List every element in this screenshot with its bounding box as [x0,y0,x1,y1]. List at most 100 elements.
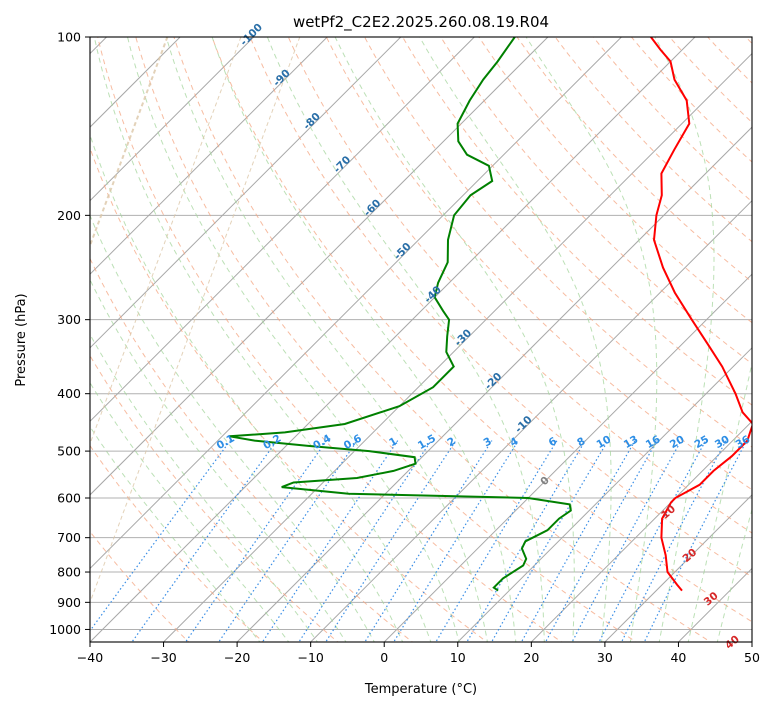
y-tick-label: 1000 [49,622,81,637]
x-axis: −40 −30 −20 −10 0 10 20 30 40 50 [77,642,760,665]
dry-adiabat-line [592,37,752,203]
isotherm-line [90,37,402,349]
moist-adiabat-label: 30 [702,590,721,609]
tan-reference-line [90,37,301,604]
dry-adiabat-line [90,257,414,642]
moist-adiabat-line [90,333,319,642]
isotherm-line [90,37,549,496]
temperature-profile-line [650,37,752,592]
isotherm-line [457,347,752,642]
isotherm-line [310,199,752,642]
moist-adiabat-line [525,37,658,642]
mixing-ratio-line [90,440,231,632]
y-tick-label: 300 [57,312,81,327]
y-tick-label: 400 [57,386,81,401]
moist-adiabat-line [334,37,575,642]
x-tick-label: −40 [77,650,103,665]
isotherm-label: -100 [238,21,265,48]
moist-adiabat-line [687,360,752,642]
isotherm-line [236,126,752,642]
mixing-ratio-line [184,440,328,642]
dewpoint-profile-line [229,37,572,592]
mixing-ratio-label: 6 [547,435,559,449]
y-tick-label: 600 [57,491,81,506]
x-tick-label: −10 [297,650,323,665]
mixing-ratio-line [364,440,493,642]
x-tick-label: 20 [523,650,539,665]
y-tick-label: 500 [57,444,81,459]
mixing-ratio-line [571,440,682,642]
moist-adiabat-line [90,381,290,642]
moist-adiabat-line [90,425,261,642]
isotherm-line [383,273,752,642]
mixing-ratio-line [491,440,609,642]
dry-adiabat-line [249,37,752,578]
moist-adiabat-line [266,37,545,642]
mixing-ratio-label: 0.2 [261,432,283,452]
isotherm-label: -50 [392,241,414,263]
moist-adiabat-line [93,37,432,642]
dry-adiabat-line [668,37,752,124]
x-tick-label: 50 [744,650,760,665]
mixing-ratio-line [598,440,707,642]
mixing-ratio-label: 20 [668,433,687,451]
isotherm-line [604,494,752,642]
dry-adiabat-line [90,146,488,642]
mixing-ratio-label: 2 [445,435,457,449]
isotherm-line [90,37,255,202]
dry-adiabat-line [90,354,339,642]
mixing-ratio-line [261,440,399,642]
mixing-ratio-label: 1 [387,435,399,449]
dry-adiabat-line [90,530,190,642]
y-tick-label: 200 [57,208,81,223]
moist-adiabat-line [90,214,375,642]
x-tick-label: −20 [224,650,250,665]
dry-adiabat-line [478,37,752,324]
isotherm-label: -40 [422,284,444,306]
x-tick-label: 40 [670,650,686,665]
isotherm-line [90,37,622,570]
isotherm-line [751,641,752,642]
y-tick-label: 100 [57,30,81,45]
y-axis-label: Pressure (hPa) [14,293,29,386]
mixing-ratio-label: 1.5 [416,432,438,452]
mixing-ratio-label: 0.4 [311,432,333,452]
mixing-ratio-label: 13 [622,433,641,451]
isotherm-label: -70 [331,154,353,176]
dry-adiabat-line [516,37,752,283]
isotherm-line [163,52,752,642]
y-tick-label: 700 [57,530,81,545]
mixing-ratio-line [131,440,278,642]
dry-adiabat-line [97,37,563,642]
moist-adiabat-line [419,37,612,642]
tan-reference-line [90,37,169,249]
isotherm-label: -80 [301,111,323,133]
x-tick-label: 30 [597,650,613,665]
moist-adiabat-line [90,133,404,642]
x-tick-label: 10 [450,650,466,665]
moist-adiabat-line [716,507,752,642]
isotherm-label: -10 [513,414,535,436]
moist-adiabat-label: 20 [680,546,699,565]
dry-adiabat-line [440,37,752,365]
y-axis: 100 200 300 400 500 600 700 800 900 1000 [49,30,90,637]
isotherm-line [90,37,328,275]
isotherm-line [90,37,696,642]
mixing-ratio-line [435,440,558,642]
dry-adiabat-line [745,37,752,45]
dry-adiabat-line [630,37,752,163]
dry-adiabat-line [554,37,752,243]
dry-adiabat-line [364,37,752,448]
mixing-ratio-line [620,440,727,642]
dry-adiabat-line [173,37,712,642]
mixing-ratio-line [298,440,432,642]
dry-adiabat-line [706,37,752,84]
isotherm-line [530,420,752,642]
moist-adiabat-line [654,37,715,642]
x-tick-label: 0 [380,650,388,665]
mixing-ratio-line [544,440,658,642]
mixing-ratio-label: 16 [644,433,663,451]
moist-adiabat-line [127,37,460,642]
y-tick-label: 800 [57,565,81,580]
